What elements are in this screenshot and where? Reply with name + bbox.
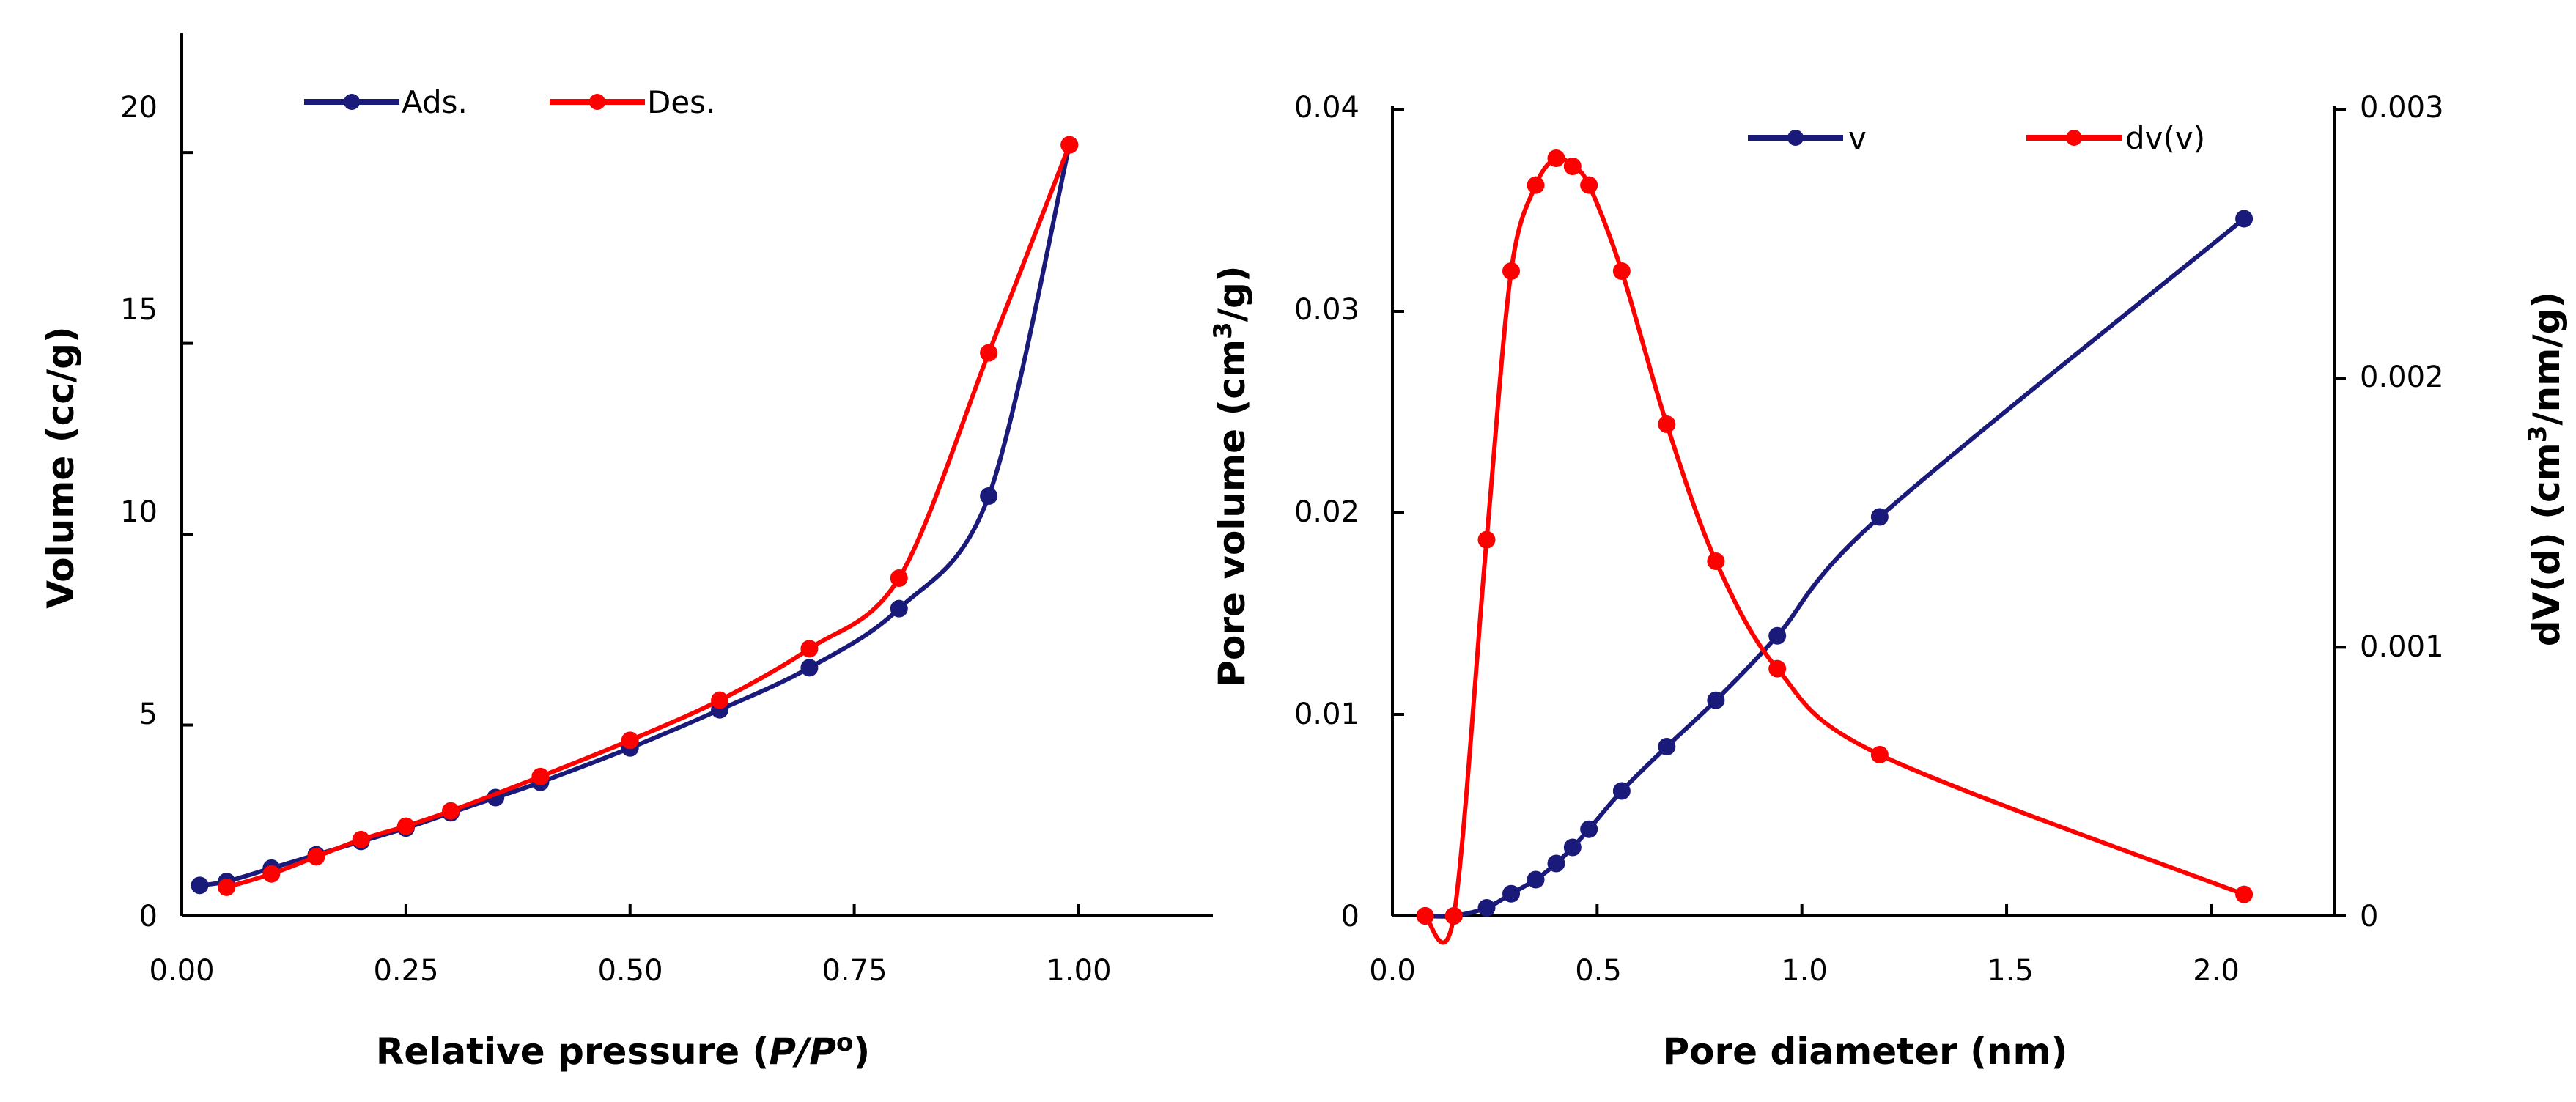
data-point-dvv bbox=[1416, 907, 1434, 925]
x-tick-label: 1.0 bbox=[1781, 954, 1828, 988]
y-tick-label: 10 bbox=[120, 495, 158, 529]
x-tick-label: 0.0 bbox=[1369, 954, 1416, 988]
data-point-des bbox=[711, 691, 729, 709]
left-y-tick-labels: 0 5 10 15 20 bbox=[120, 91, 158, 933]
data-point-des bbox=[262, 865, 281, 883]
x-tick-label: 0.00 bbox=[149, 954, 214, 988]
y-tick-label: 0.04 bbox=[1294, 91, 1359, 125]
data-point-dvv bbox=[1547, 149, 1565, 167]
left-y-tick-labels: 0 0.01 0.02 0.03 0.04 bbox=[1294, 91, 1359, 933]
data-point-des bbox=[218, 878, 236, 896]
y2-tick-label: 0.002 bbox=[2360, 360, 2444, 394]
data-point-v bbox=[1547, 854, 1565, 873]
data-point-v bbox=[1580, 820, 1598, 838]
y-tick-label: 0.02 bbox=[1294, 495, 1359, 529]
data-point-v bbox=[2235, 210, 2254, 228]
data-point-dvv bbox=[1870, 746, 1889, 763]
y-tick-label: 0 bbox=[139, 900, 158, 933]
data-point-v bbox=[1768, 626, 1787, 645]
chart-marks bbox=[180, 33, 2346, 945]
data-point-dvv bbox=[2235, 885, 2254, 903]
data-point-des bbox=[1060, 136, 1079, 154]
legend: Ads. Des. bbox=[304, 84, 715, 120]
x-axis-title: Pore diameter (nm) bbox=[1663, 1030, 2068, 1073]
left-y-axis-title: Pore volume (cm3/g) bbox=[1208, 265, 1253, 687]
legend-marker-ads bbox=[344, 94, 360, 110]
y2-tick-label: 0.003 bbox=[2360, 91, 2444, 125]
series-line-des bbox=[226, 144, 1072, 890]
series-line-ads bbox=[199, 144, 1072, 888]
data-point-des bbox=[531, 767, 550, 785]
data-point-v bbox=[1477, 899, 1496, 917]
legend-label-dvv: dv(v) bbox=[2125, 120, 2205, 156]
data-point-dvv bbox=[1580, 176, 1598, 194]
right-y-axis-title: dV(d) (cm3/nm/g) bbox=[2523, 292, 2568, 647]
data-point-dvv bbox=[1768, 659, 1787, 678]
data-point-des bbox=[396, 817, 415, 835]
data-point-dvv bbox=[1444, 907, 1463, 925]
data-point-des bbox=[307, 848, 325, 866]
legend: v dv(v) bbox=[1748, 120, 2205, 156]
data-point-v bbox=[1563, 838, 1582, 857]
data-point-ads bbox=[191, 876, 209, 895]
left-x-tick-labels: 0.00 0.25 0.50 0.75 1.00 bbox=[149, 954, 1111, 988]
y-tick-label: 0.01 bbox=[1294, 698, 1359, 731]
data-point-dvv bbox=[1502, 262, 1521, 280]
data-point-v bbox=[1527, 870, 1545, 889]
x-tick-label: 2.0 bbox=[2193, 954, 2240, 988]
data-point-des bbox=[621, 731, 639, 750]
right-y-tick-labels: 0 0.001 0.002 0.003 bbox=[2360, 91, 2444, 933]
legend-marker-v bbox=[1787, 130, 1804, 146]
legend-label-des: Des. bbox=[647, 84, 715, 120]
y-axis-title: Volume (cc/g) bbox=[40, 326, 82, 609]
x-tick-label: 1.5 bbox=[1987, 954, 2034, 988]
x-tick-label: 0.25 bbox=[373, 954, 438, 988]
data-point-v bbox=[1870, 508, 1889, 526]
data-point-ads bbox=[890, 599, 908, 618]
data-point-des bbox=[352, 830, 370, 848]
legend-label-ads: Ads. bbox=[402, 84, 468, 120]
legend-marker-des bbox=[589, 94, 605, 110]
legend-label-v: v bbox=[1848, 120, 1867, 156]
y-tick-label: 0 bbox=[1341, 900, 1359, 933]
x-axis-title: Relative pressure (P/Po) bbox=[376, 1028, 870, 1073]
pore-size-chart: 0 0.01 0.02 0.03 0.04 0 0.001 0.002 0.00… bbox=[1208, 91, 2568, 1073]
y2-tick-label: 0 bbox=[2360, 900, 2378, 933]
y-tick-label: 0.03 bbox=[1294, 293, 1359, 327]
data-point-dvv bbox=[1658, 415, 1676, 433]
y-tick-label: 15 bbox=[120, 293, 158, 327]
data-point-dvv bbox=[1612, 262, 1631, 280]
x-tick-labels: 0.0 0.5 1.0 1.5 2.0 bbox=[1369, 954, 2240, 988]
series-line-v bbox=[1425, 217, 2245, 919]
isotherm-chart: 0 5 10 15 20 0.00 0.25 0.50 0.75 1.00 Re… bbox=[40, 84, 1112, 1073]
data-point-dvv bbox=[1707, 552, 1725, 570]
data-point-v bbox=[1707, 691, 1725, 709]
data-point-des bbox=[442, 802, 460, 820]
data-point-des bbox=[800, 640, 819, 658]
x-tick-label: 0.50 bbox=[597, 954, 663, 988]
data-point-des bbox=[890, 569, 908, 587]
data-point-dvv bbox=[1477, 530, 1496, 549]
x-tick-label: 0.5 bbox=[1575, 954, 1622, 988]
data-point-des bbox=[980, 344, 998, 362]
series-line-dvv bbox=[1423, 155, 2245, 945]
data-point-dvv bbox=[1527, 176, 1545, 194]
x-tick-label: 1.00 bbox=[1046, 954, 1111, 988]
data-point-v bbox=[1612, 782, 1631, 800]
y-tick-label: 5 bbox=[139, 698, 158, 731]
y2-tick-label: 0.001 bbox=[2360, 630, 2444, 664]
data-point-dvv bbox=[1563, 158, 1582, 175]
legend-marker-dvv bbox=[2066, 130, 2082, 146]
data-point-v bbox=[1658, 738, 1676, 755]
data-point-v bbox=[1502, 884, 1521, 903]
y-tick-label: 20 bbox=[120, 91, 158, 125]
data-point-ads bbox=[980, 487, 998, 505]
x-tick-label: 0.75 bbox=[822, 954, 887, 988]
data-point-ads bbox=[800, 659, 819, 677]
